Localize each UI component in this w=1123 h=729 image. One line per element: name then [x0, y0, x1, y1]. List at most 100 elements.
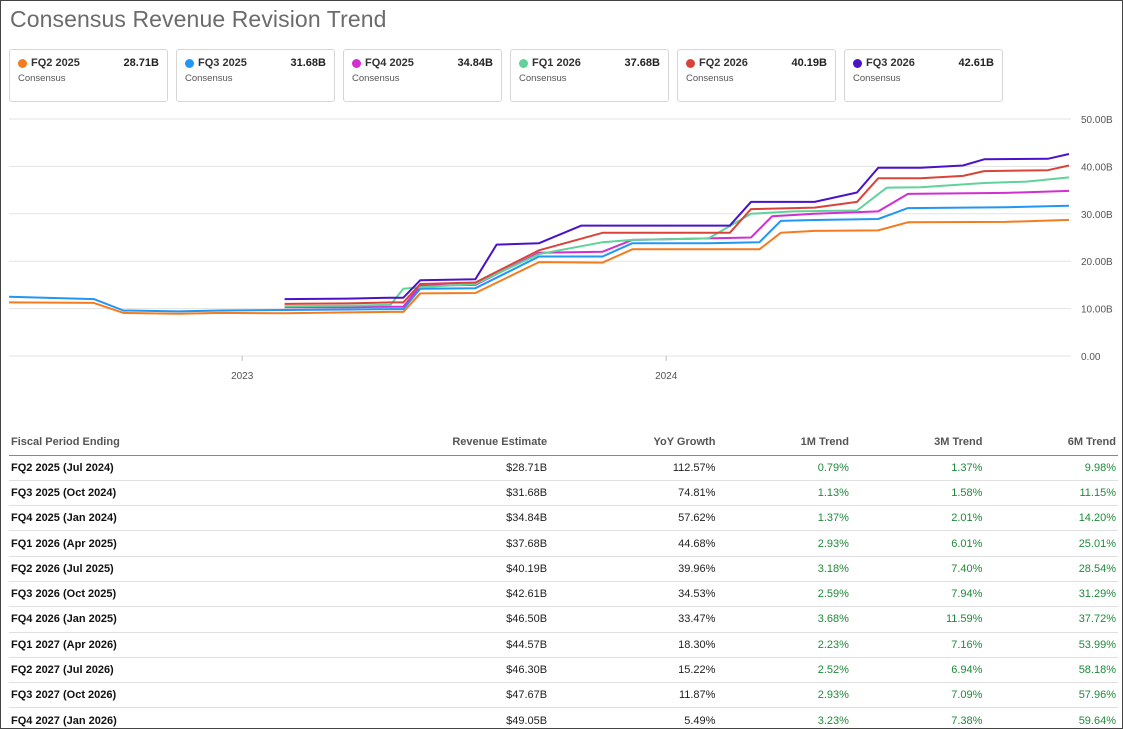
- series-color-dot-icon: [185, 59, 194, 68]
- table-row: FQ2 2027 (Jul 2026) $46.30B 15.22% 2.52% 6.9…: [9, 657, 1118, 684]
- table-cell: 7.09%: [850, 682, 985, 709]
- y-tick-label: 0.00: [1081, 352, 1101, 363]
- table-cell: 2.93%: [717, 682, 851, 709]
- period-cell: FQ3 2025 (Oct 2024): [9, 480, 297, 507]
- period-cell: FQ1 2026 (Apr 2025): [9, 530, 297, 557]
- table-cell: 6.01%: [850, 530, 985, 557]
- period-cell: FQ3 2027 (Oct 2026): [9, 682, 297, 709]
- card-sublabel: Consensus: [519, 73, 567, 84]
- table-cell: $40.19B: [296, 556, 550, 582]
- legend-card[interactable]: FQ4 2025 34.84B Consensus: [343, 49, 502, 102]
- x-tick-label: 2023: [231, 371, 254, 382]
- y-tick-label: 20.00B: [1081, 257, 1113, 268]
- revenue-chart: 0.00 10.00B 20.00B 30.00B 40.00B 50.00B 2023 20…: [8, 115, 1113, 382]
- y-tick-label: 10.00B: [1081, 305, 1113, 316]
- period-cell: FQ3 2026 (Oct 2025): [9, 581, 297, 608]
- card-label: FQ3 2026: [866, 57, 915, 69]
- card-label: FQ3 2025: [198, 57, 247, 69]
- card-label: FQ2 2026: [699, 57, 748, 69]
- legend-card[interactable]: FQ2 2026 40.19B Consensus: [677, 49, 836, 102]
- table-cell: 7.94%: [850, 581, 985, 608]
- series-color-dot-icon: [519, 59, 528, 68]
- column-header[interactable]: YoY Growth: [549, 430, 718, 456]
- y-tick-label: 50.00B: [1081, 115, 1113, 126]
- table-row: FQ4 2026 (Jan 2025) $46.50B 33.47% 3.68% 11.…: [9, 606, 1118, 633]
- table-cell: $49.05B: [296, 707, 550, 728]
- table-cell: 7.16%: [850, 632, 985, 658]
- table-row: FQ4 2025 (Jan 2024) $34.84B 57.62% 1.37% 2.0…: [9, 505, 1118, 532]
- table-cell: 1.37%: [717, 505, 851, 532]
- column-header[interactable]: 3M Trend: [850, 430, 985, 456]
- table-cell: 53.99%: [984, 632, 1118, 658]
- table-cell: 1.37%: [850, 455, 985, 481]
- legend-card[interactable]: FQ1 2026 37.68B Consensus: [510, 49, 669, 102]
- estimates-table-wrap: Fiscal Period Ending Revenue Estimate YoY …: [9, 430, 1118, 728]
- card-value: 28.71B: [123, 57, 159, 69]
- card-sublabel: Consensus: [185, 73, 233, 84]
- table-cell: 1.58%: [850, 480, 985, 507]
- table-cell: 11.59%: [850, 606, 985, 633]
- table-cell: $42.61B: [296, 581, 550, 608]
- table-cell: 2.01%: [850, 505, 985, 532]
- table-cell: $28.71B: [296, 455, 550, 481]
- table-row: FQ4 2027 (Jan 2026) $49.05B 5.49% 3.23% 7.38…: [9, 707, 1118, 728]
- table-cell: 57.62%: [549, 505, 718, 532]
- table-cell: 34.53%: [549, 581, 718, 608]
- series-line: [284, 176, 1070, 308]
- card-sublabel: Consensus: [686, 73, 734, 84]
- table-cell: $37.68B: [296, 530, 550, 557]
- table-cell: $44.57B: [296, 632, 550, 658]
- card-label: FQ1 2026: [532, 57, 581, 69]
- legend-card[interactable]: FQ3 2025 31.68B Consensus: [176, 49, 335, 102]
- page-title: Consensus Revenue Revision Trend: [10, 6, 387, 32]
- table-cell: $46.30B: [296, 657, 550, 684]
- table-body: FQ2 2025 (Jul 2024) $28.71B 112.57% 0.79% 1.…: [9, 455, 1118, 728]
- period-cell: FQ2 2026 (Jul 2025): [9, 556, 297, 582]
- table-cell: 3.18%: [717, 556, 851, 582]
- legend-card[interactable]: FQ3 2026 42.61B Consensus: [844, 49, 1003, 102]
- table-cell: 7.40%: [850, 556, 985, 582]
- table-cell: 39.96%: [549, 556, 718, 582]
- table-cell: 74.81%: [549, 480, 718, 507]
- table-cell: 18.30%: [549, 632, 718, 658]
- series-line: [284, 153, 1070, 301]
- legend-card[interactable]: FQ2 2025 28.71B Consensus: [9, 49, 168, 102]
- card-label: FQ2 2025: [31, 57, 80, 69]
- column-header[interactable]: 6M Trend: [984, 430, 1118, 456]
- table-cell: 28.54%: [984, 556, 1118, 582]
- y-tick-label: 40.00B: [1081, 162, 1113, 173]
- table-row: FQ1 2026 (Apr 2025) $37.68B 44.68% 2.93% 6.0…: [9, 530, 1118, 557]
- series-line: [8, 204, 1070, 313]
- table-cell: 2.93%: [717, 530, 851, 557]
- period-cell: FQ1 2027 (Apr 2026): [9, 632, 297, 658]
- period-cell: FQ2 2025 (Jul 2024): [9, 455, 297, 481]
- table-cell: 44.68%: [549, 530, 718, 557]
- column-header[interactable]: Revenue Estimate: [296, 430, 550, 456]
- series-color-dot-icon: [352, 59, 361, 68]
- table-row: FQ2 2025 (Jul 2024) $28.71B 112.57% 0.79% 1.…: [9, 455, 1118, 481]
- table-cell: 5.49%: [549, 707, 718, 728]
- card-sublabel: Consensus: [853, 73, 901, 84]
- card-value: 40.19B: [791, 57, 827, 69]
- column-header[interactable]: Fiscal Period Ending: [9, 430, 297, 456]
- table-cell: $46.50B: [296, 606, 550, 633]
- table-cell: 9.98%: [984, 455, 1118, 481]
- series-color-dot-icon: [18, 59, 27, 68]
- table-cell: 58.18%: [984, 657, 1118, 684]
- table-cell: 0.79%: [717, 455, 851, 481]
- card-value: 42.61B: [958, 57, 994, 69]
- table-cell: 11.15%: [984, 480, 1118, 507]
- table-cell: 2.52%: [717, 657, 851, 684]
- table-row: FQ3 2027 (Oct 2026) $47.67B 11.87% 2.93% 7.0…: [9, 682, 1118, 709]
- table-cell: 11.87%: [549, 682, 718, 709]
- column-header[interactable]: 1M Trend: [717, 430, 851, 456]
- table-cell: 2.59%: [717, 581, 851, 608]
- card-label: FQ4 2025: [365, 57, 414, 69]
- table-cell: 15.22%: [549, 657, 718, 684]
- period-cell: FQ4 2027 (Jan 2026): [9, 707, 297, 728]
- table-cell: $47.67B: [296, 682, 550, 709]
- table-row: FQ3 2026 (Oct 2025) $42.61B 34.53% 2.59% 7.9…: [9, 581, 1118, 608]
- table-cell: 31.29%: [984, 581, 1118, 608]
- series-line: [8, 218, 1070, 315]
